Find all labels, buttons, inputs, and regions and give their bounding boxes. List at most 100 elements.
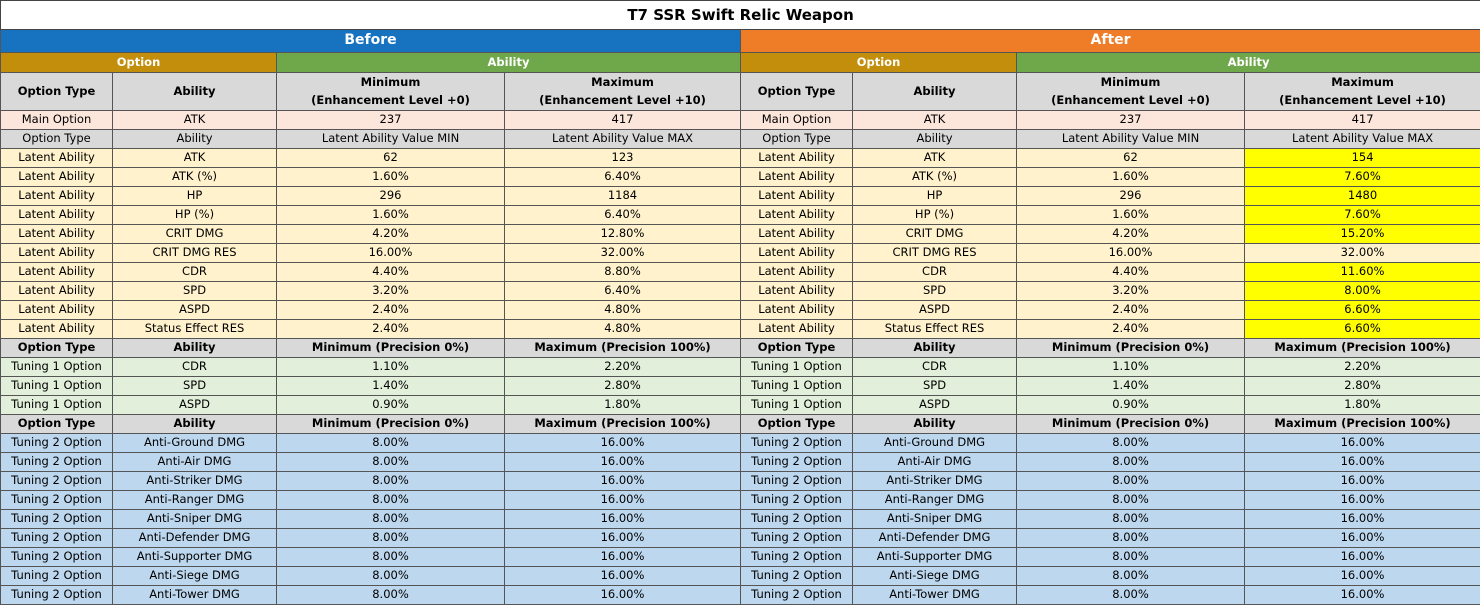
table-cell: 32.00% <box>504 242 741 263</box>
table-cell: 16.00% <box>1243 565 1480 586</box>
table-cell: 8.00% <box>1016 546 1245 567</box>
table-cell: 16.00% <box>504 546 741 567</box>
table-cell: 4.20% <box>276 223 505 244</box>
table-cell: 7.60% <box>1243 204 1480 225</box>
latent-row: Latent Ability HP (%) 1.60% 6.40% Latent Abi… <box>0 204 1480 225</box>
before-ability-group: Ability <box>276 52 741 73</box>
table-cell: Latent Ability <box>740 185 853 206</box>
table-cell: Latent Ability <box>740 261 853 282</box>
table-cell: 8.00% <box>1016 527 1245 548</box>
table-cell: Tuning 1 Option <box>740 356 853 377</box>
table-cell: Tuning 2 Option <box>0 546 113 567</box>
cell-header: Latent Ability Value MIN <box>276 128 505 149</box>
table-cell: Tuning 1 Option <box>0 394 113 415</box>
table-cell: 2.40% <box>276 299 505 320</box>
col-option-type: Option Type <box>0 72 113 111</box>
table-cell: 2.20% <box>1243 356 1480 377</box>
table-cell: Tuning 2 Option <box>0 527 113 548</box>
cell-header: Ability <box>112 128 277 149</box>
table-cell: SPD <box>112 280 277 301</box>
table-cell: Anti-Ranger DMG <box>112 489 277 510</box>
table-cell: Ability <box>112 413 277 434</box>
table-cell: 8.00% <box>1016 508 1245 529</box>
table-cell: ATK <box>852 147 1017 168</box>
table-cell: 1480 <box>1243 185 1480 206</box>
table-cell: Option Type <box>740 413 853 434</box>
table-cell: Tuning 2 Option <box>740 584 853 605</box>
table-cell: CRIT DMG <box>112 223 277 244</box>
table-cell: 8.00% <box>276 584 505 605</box>
table-cell: Tuning 2 Option <box>740 527 853 548</box>
table-cell: 3.20% <box>276 280 505 301</box>
table-cell: SPD <box>112 375 277 396</box>
table-cell: 8.00% <box>276 527 505 548</box>
table-cell: 1.60% <box>276 166 505 187</box>
table-cell: CDR <box>852 261 1017 282</box>
latent-row: Latent Ability CRIT DMG RES 16.00% 32.00% La… <box>0 242 1480 263</box>
table-cell: 8.00% <box>276 508 505 529</box>
table-cell: Tuning 2 Option <box>0 432 113 453</box>
table-cell: Tuning 2 Option <box>0 451 113 472</box>
table-cell: ASPD <box>112 299 277 320</box>
table-cell: 16.00% <box>1243 584 1480 605</box>
latent-row: Latent Ability ATK 62 123 Latent Ability ATK 6… <box>0 147 1480 168</box>
table-cell: Ability <box>852 413 1017 434</box>
table-cell: 16.00% <box>504 432 741 453</box>
col-minimum-label: Minimum <box>1100 75 1161 89</box>
table-cell: 16.00% <box>504 470 741 491</box>
table-cell: CRIT DMG RES <box>852 242 1017 263</box>
cell-header: Option Type <box>740 128 853 149</box>
table-cell: 8.00% <box>276 565 505 586</box>
table-cell: Minimum (Precision 0%) <box>276 413 505 434</box>
table-cell: Tuning 2 Option <box>740 489 853 510</box>
table-cell: 8.00% <box>276 489 505 510</box>
table-cell: Minimum (Precision 0%) <box>276 337 505 358</box>
table-cell: 1.40% <box>1016 375 1245 396</box>
table-cell: 16.00% <box>504 451 741 472</box>
table-cell: ATK <box>112 147 277 168</box>
table-cell: 296 <box>1016 185 1245 206</box>
cell-min: 237 <box>276 109 505 130</box>
table-cell: 12.80% <box>504 223 741 244</box>
table-title: T7 SSR Swift Relic Weapon <box>0 0 1480 30</box>
table-cell: Anti-Defender DMG <box>852 527 1017 548</box>
table-cell: Maximum (Precision 100%) <box>1243 337 1480 358</box>
col-maximum-label: Maximum <box>591 75 654 89</box>
tuning2-row: Tuning 2 Option Anti-Supporter DMG 8.00% 16… <box>0 546 1480 567</box>
cell-header: Latent Ability Value MIN <box>1016 128 1245 149</box>
cell-option-type: Main Option <box>0 109 113 130</box>
cell-min: 237 <box>1016 109 1245 130</box>
table-cell: 1.40% <box>276 375 505 396</box>
col-maximum-label: Maximum <box>1331 75 1394 89</box>
table-cell: 8.80% <box>504 261 741 282</box>
table-cell: 2.80% <box>504 375 741 396</box>
cell-max: 417 <box>1243 109 1480 130</box>
col-minimum-sub: (Enhancement Level +0) <box>311 93 470 108</box>
tuning2-row: Tuning 2 Option Anti-Tower DMG 8.00% 16.00%… <box>0 584 1480 605</box>
table-cell: HP (%) <box>112 204 277 225</box>
table-cell: 8.00% <box>1243 280 1480 301</box>
table-cell: CDR <box>852 356 1017 377</box>
table-cell: Tuning 1 Option <box>0 356 113 377</box>
table-cell: Latent Ability <box>740 204 853 225</box>
cell-header: Option Type <box>0 128 113 149</box>
main-option-row: Main Option ATK 237 417 Main Option ATK … <box>0 109 1480 130</box>
tuning1-row: Tuning 1 Option CDR 1.10% 2.20% Tuning 1 Opt… <box>0 356 1480 377</box>
table-cell: Anti-Supporter DMG <box>112 546 277 567</box>
table-cell: 4.40% <box>276 261 505 282</box>
table-cell: Tuning 2 Option <box>0 508 113 529</box>
table-cell: Tuning 2 Option <box>740 546 853 567</box>
table-cell: Anti-Tower DMG <box>112 584 277 605</box>
table-cell: Anti-Sniper DMG <box>112 508 277 529</box>
table-cell: Tuning 2 Option <box>0 489 113 510</box>
table-cell: 16.00% <box>1243 546 1480 567</box>
table-cell: 2.40% <box>276 318 505 339</box>
table-cell: 16.00% <box>504 584 741 605</box>
tuning-header-row: Option Type Ability Minimum (Precision 0%)… <box>0 337 1480 358</box>
table-cell: CRIT DMG RES <box>112 242 277 263</box>
table-cell: Latent Ability <box>0 261 113 282</box>
col-minimum: Minimum (Enhancement Level +0) <box>1016 72 1245 111</box>
table-cell: Latent Ability <box>740 223 853 244</box>
after-option-group: Option <box>740 52 1017 73</box>
table-cell: 7.60% <box>1243 166 1480 187</box>
